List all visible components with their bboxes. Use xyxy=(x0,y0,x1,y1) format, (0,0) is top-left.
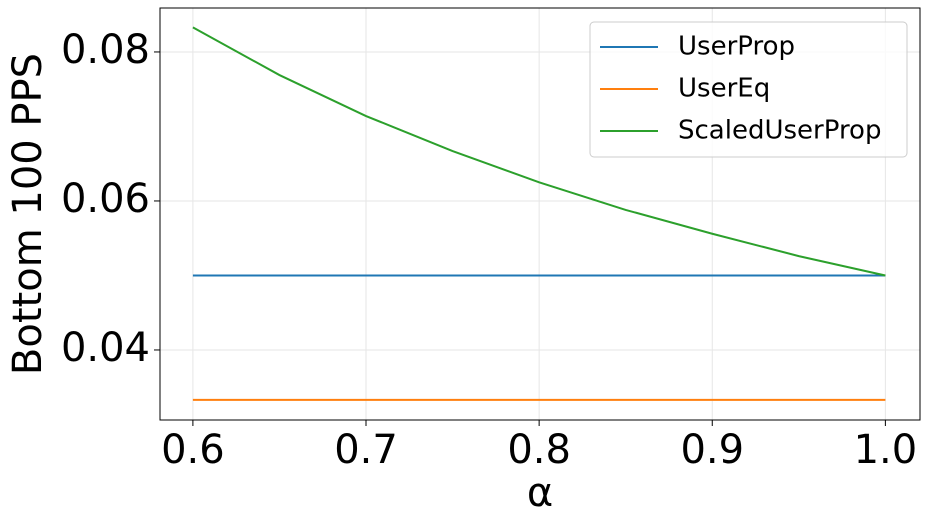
x-tick-label: 0.6 xyxy=(161,427,225,473)
plot-frame xyxy=(159,7,921,421)
legend-label: UserProp xyxy=(678,32,795,62)
x-axis-label: α xyxy=(527,470,553,516)
y-tick-label: 0.08 xyxy=(61,27,150,73)
legend-label: UserEq xyxy=(678,74,770,104)
x-tick-label: 0.8 xyxy=(507,427,571,473)
x-tick-label: 0.7 xyxy=(334,427,398,473)
x-tick-label: 1.0 xyxy=(854,427,918,473)
legend-label: ScaledUserProp xyxy=(678,116,881,146)
y-axis-label: Bottom 100 PPS xyxy=(5,53,51,375)
y-tick-label: 0.04 xyxy=(61,325,150,371)
y-tick-label: 0.06 xyxy=(61,176,150,222)
legend-box xyxy=(589,21,908,158)
x-tick-label: 0.9 xyxy=(680,427,744,473)
line xyxy=(192,26,886,277)
